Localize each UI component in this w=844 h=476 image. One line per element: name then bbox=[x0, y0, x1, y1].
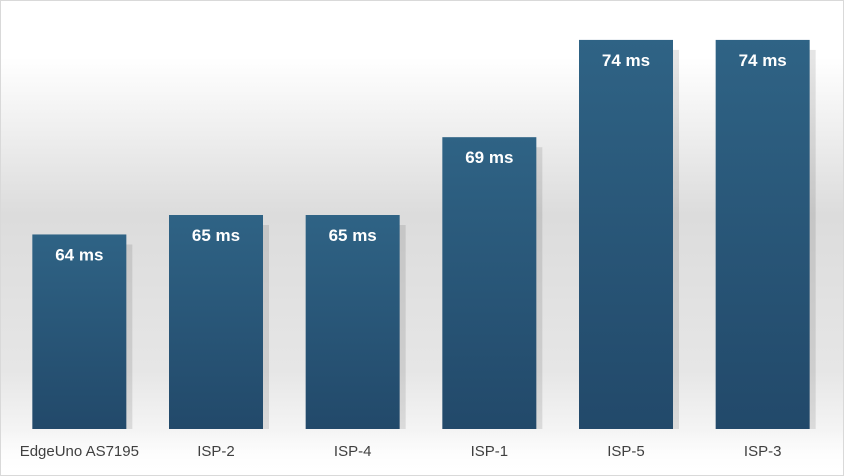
bar bbox=[32, 234, 127, 429]
data-label: 64 ms bbox=[55, 245, 103, 264]
bar bbox=[579, 39, 673, 430]
category-tick-label: ISP-1 bbox=[471, 443, 509, 460]
bar bbox=[169, 215, 263, 429]
category-tick-label: EdgeUno AS7195 bbox=[20, 443, 139, 460]
bar bbox=[442, 137, 537, 429]
data-label: 65 ms bbox=[192, 226, 240, 245]
data-label: 69 ms bbox=[465, 148, 513, 167]
floor-highlight bbox=[1, 431, 843, 475]
data-label: 74 ms bbox=[602, 51, 650, 70]
bars-layer bbox=[32, 39, 816, 430]
bar bbox=[715, 39, 810, 430]
data-label: 74 ms bbox=[739, 51, 787, 70]
category-tick-label: ISP-2 bbox=[197, 443, 235, 460]
data-labels-layer: 64 ms 65 ms 65 ms 69 ms 74 ms 74 ms bbox=[55, 51, 787, 265]
category-tick-label: ISP-5 bbox=[607, 443, 645, 460]
category-tick-label: ISP-4 bbox=[334, 443, 372, 460]
bar bbox=[305, 215, 400, 429]
data-label: 65 ms bbox=[329, 226, 377, 245]
category-axis: EdgeUno AS7195 ISP-2 ISP-4 ISP-1 ISP-5 ISP-3 bbox=[20, 443, 782, 460]
category-tick-label: ISP-3 bbox=[744, 443, 782, 460]
